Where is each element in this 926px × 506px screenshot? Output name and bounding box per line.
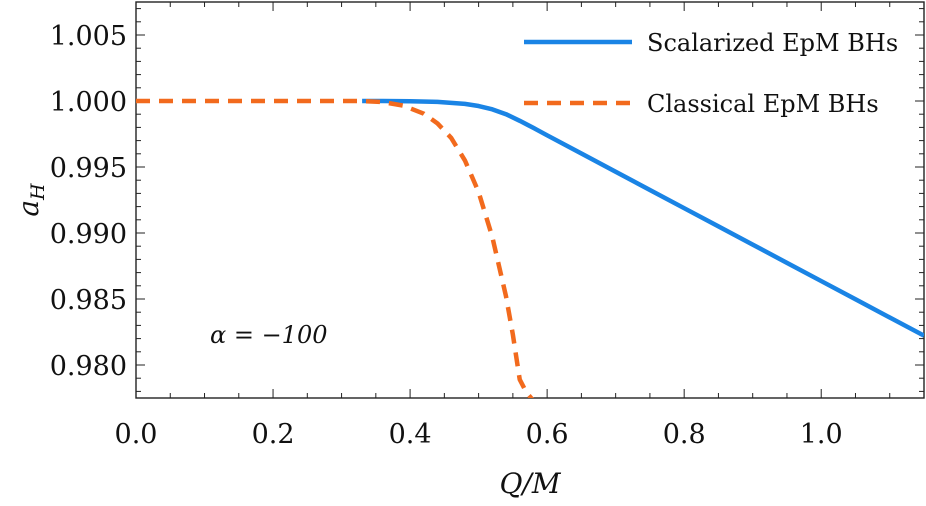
series-line-scalarized	[362, 98, 924, 338]
x-tick-label: 0.4	[389, 419, 432, 450]
y-tick-label: 1.000	[50, 87, 127, 118]
x-tick-label: 0.2	[252, 419, 295, 450]
legend: Scalarized EpM BHs Classical EpM BHs	[524, 29, 898, 118]
y-axis-label: aH	[12, 183, 49, 217]
y-axis-label-base: a	[12, 200, 45, 217]
x-tick-label: 1.0	[800, 419, 843, 450]
y-tick-label: 0.980	[50, 351, 127, 382]
legend-label-scalarized: Scalarized EpM BHs	[647, 29, 898, 57]
x-axis-label: Q/M	[499, 467, 561, 500]
axis-ticks	[135, 2, 925, 398]
x-tick-label: 0.8	[663, 419, 706, 450]
x-tick-label: 0.6	[526, 419, 569, 450]
alpha-annotation: α = −100	[210, 321, 328, 349]
legend-label-classical: Classical EpM BHs	[647, 90, 879, 118]
y-tick-label: 0.995	[50, 153, 127, 184]
series-layer	[136, 98, 924, 398]
axis-tick-labels: 0.0 0.2 0.4 0.6 0.8 1.0 0.980 0.985 0.990 0.995 1.…	[50, 21, 843, 450]
y-tick-label: 1.005	[50, 21, 127, 52]
y-axis-label-sub: H	[27, 183, 49, 201]
x-tick-label: 0.0	[115, 419, 158, 450]
series-line-classical	[136, 98, 534, 398]
y-tick-label: 0.985	[50, 285, 127, 316]
y-tick-label: 0.990	[50, 219, 127, 250]
